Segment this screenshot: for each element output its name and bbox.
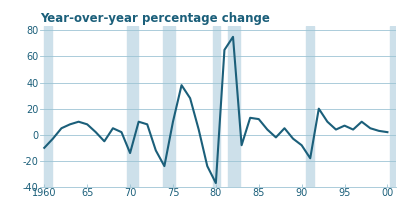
Bar (228, 26, 240, 187)
Bar (390, 26, 396, 187)
Text: Year-over-year percentage change: Year-over-year percentage change (40, 12, 270, 25)
Bar (163, 26, 175, 187)
Bar (213, 26, 220, 187)
Bar (306, 26, 314, 187)
Bar (44, 26, 52, 187)
Bar (128, 26, 138, 187)
